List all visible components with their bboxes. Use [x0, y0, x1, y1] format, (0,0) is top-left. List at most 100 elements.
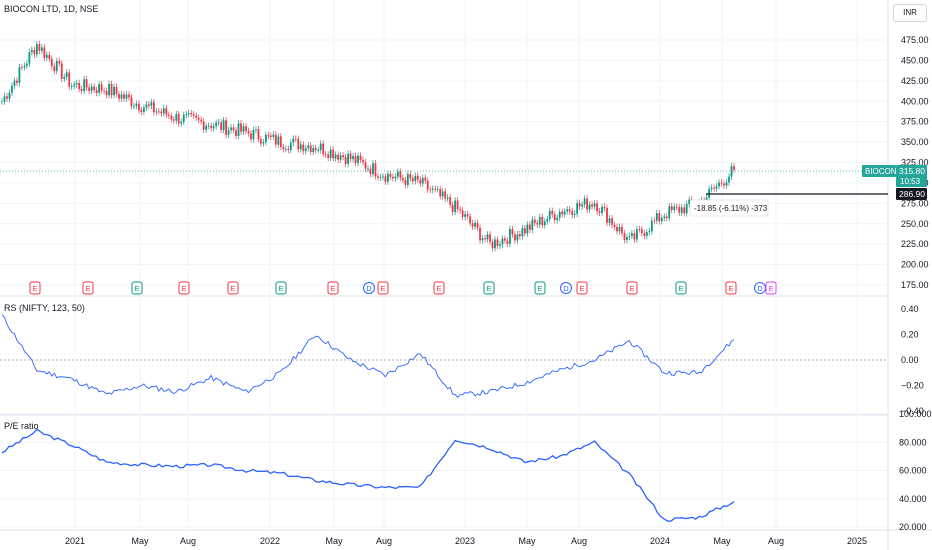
candle-body — [349, 153, 352, 160]
candle-body — [324, 154, 327, 155]
dividend-marker-icon[interactable]: D — [560, 282, 572, 294]
earnings-marker-icon[interactable]: E — [626, 281, 638, 295]
earnings-marker-icon[interactable]: E — [178, 281, 190, 295]
currency-button[interactable]: INR — [893, 4, 927, 22]
candle-body — [374, 163, 377, 177]
candle-body — [45, 54, 48, 58]
candle-body — [250, 133, 252, 140]
candle-body — [269, 135, 272, 137]
candle-body — [509, 229, 511, 244]
candle-body — [411, 178, 414, 182]
candle-body — [521, 228, 524, 237]
candle-body — [454, 200, 457, 212]
earnings-marker-icon[interactable]: E — [82, 281, 94, 295]
candle-body — [167, 114, 170, 116]
earnings-marker-icon[interactable]: E — [377, 281, 389, 295]
earnings-marker-icon[interactable]: E — [483, 281, 495, 295]
candle-body — [372, 163, 374, 174]
candle-body — [265, 134, 267, 143]
candle-body — [23, 65, 26, 68]
candle-body — [352, 156, 354, 160]
candle-body — [660, 218, 663, 222]
earnings-marker-icon[interactable]: E — [131, 281, 143, 295]
candle-body — [60, 63, 63, 79]
candle-body — [421, 177, 424, 184]
candle-body — [25, 63, 28, 66]
event-marker-label: E — [134, 284, 139, 293]
candle-body — [175, 114, 178, 121]
candle-body — [80, 89, 83, 91]
price-tick-label: 325.00 — [901, 158, 929, 168]
earnings-marker-icon[interactable]: E — [576, 281, 588, 295]
candle-body — [115, 86, 118, 95]
candle-body — [538, 216, 541, 225]
event-marker-label: E — [181, 284, 186, 293]
candle-body — [718, 182, 720, 187]
earnings-marker-icon[interactable]: E — [725, 281, 737, 295]
candle-body — [48, 54, 51, 59]
candle-body — [568, 209, 571, 212]
candle-body — [528, 224, 531, 230]
candle-body — [317, 150, 320, 151]
symbol-tag — [862, 165, 896, 177]
candle-body — [90, 86, 93, 91]
event-marker-label: E — [436, 284, 441, 293]
chart-title: BIOCON LTD, 1D, NSE — [4, 4, 99, 14]
price-tick-label: 175.00 — [901, 280, 929, 290]
time-tick-label: May — [325, 536, 343, 546]
candle-body — [143, 107, 145, 112]
earnings-marker-icon[interactable]: E — [327, 281, 339, 295]
candle-body — [401, 177, 404, 180]
countdown-value: 10:53 — [900, 177, 921, 186]
candle-body — [123, 94, 125, 99]
candle-body — [262, 142, 265, 144]
candle-body — [78, 82, 81, 90]
candle-body — [225, 120, 227, 135]
candle-body — [593, 203, 596, 207]
candle-body — [162, 108, 165, 114]
candle-body — [177, 114, 180, 124]
candle-body — [190, 113, 193, 115]
candle-body — [197, 117, 200, 120]
candle-body — [616, 226, 618, 232]
price-tick-label: 225.00 — [901, 239, 929, 249]
candle-body — [182, 115, 185, 122]
dividend-marker-icon[interactable]: D — [754, 282, 766, 294]
candle-body — [419, 179, 422, 184]
earnings-marker-icon[interactable]: E — [534, 281, 546, 295]
earnings-marker-icon[interactable]: E — [227, 281, 239, 295]
candle-body — [70, 86, 73, 87]
candle-body — [506, 240, 509, 244]
event-marker-label: E — [728, 284, 733, 293]
candle-body — [1, 101, 3, 103]
rs-series — [1, 314, 735, 399]
candle-body — [165, 108, 168, 115]
candle-body — [588, 204, 591, 210]
earnings-marker-icon[interactable]: E — [675, 281, 687, 295]
time-tick-label: Aug — [768, 536, 784, 546]
candle-body — [85, 79, 88, 88]
candle-body — [200, 119, 203, 122]
earnings-marker-icon[interactable]: E — [29, 281, 41, 295]
price-tick-label: 250.00 — [901, 219, 929, 229]
earnings-marker-icon[interactable]: E — [433, 281, 445, 295]
candle-body — [133, 105, 135, 107]
dividend-marker-icon[interactable]: D — [363, 282, 375, 294]
candle-body — [623, 233, 626, 240]
pe-tick-label: 20.000 — [899, 522, 927, 532]
earnings-marker-icon[interactable]: E — [765, 281, 777, 295]
candle-body — [95, 90, 98, 93]
candle-body — [369, 168, 372, 174]
pe-tick-label: 40.000 — [899, 494, 927, 504]
price-tick-label: 475.00 — [901, 35, 929, 45]
candle-body — [247, 130, 250, 134]
candle-body — [648, 231, 651, 233]
candle-body — [103, 90, 105, 92]
earnings-marker-icon[interactable]: E — [275, 281, 287, 295]
candle-body — [68, 72, 71, 87]
last-price-tag — [896, 165, 927, 187]
candle-body — [389, 173, 392, 177]
candle-body — [155, 111, 158, 113]
